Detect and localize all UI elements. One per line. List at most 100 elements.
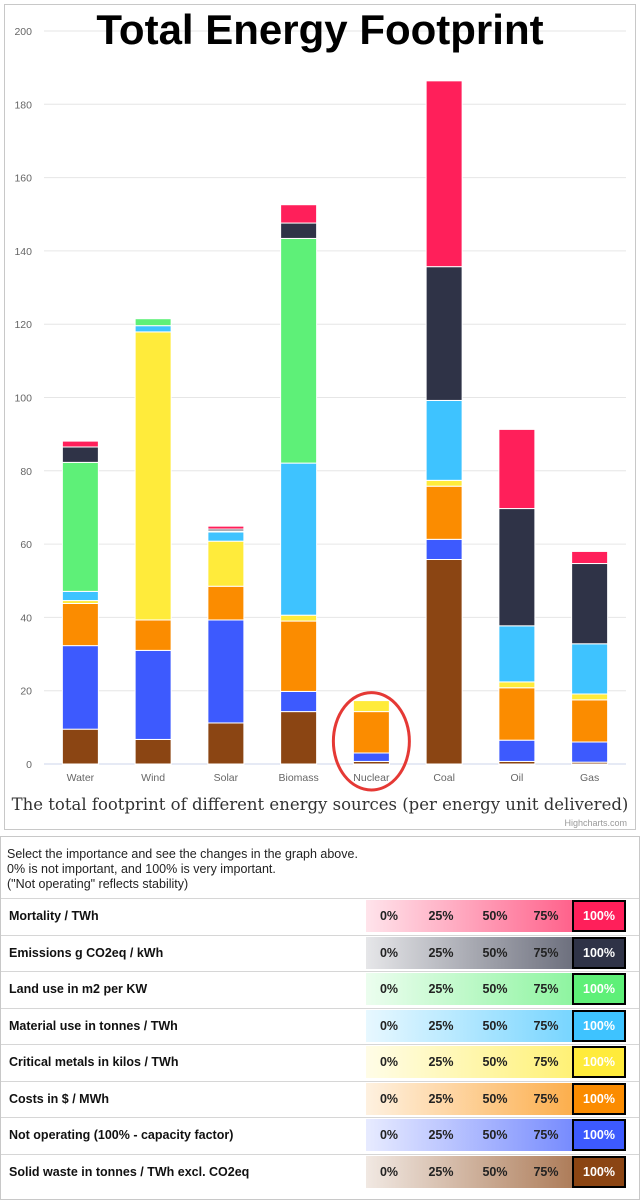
row-divider (1, 934, 639, 936)
importance-option-100pct[interactable]: 100% (572, 1009, 626, 1042)
importance-option-0pct[interactable]: 0% (379, 1128, 399, 1142)
importance-option-50pct[interactable]: 50% (482, 982, 508, 996)
bar-segment-mortality (571, 550, 609, 565)
bar-segment-not_operating (61, 645, 99, 730)
bar-segment-emissions (498, 508, 536, 627)
bar-segment-emissions (571, 563, 609, 645)
importance-option-50pct[interactable]: 50% (482, 909, 508, 923)
importance-option-100pct[interactable]: 100% (572, 1046, 626, 1078)
x-tick-label: Oil (510, 772, 523, 784)
importance-option-25pct[interactable]: 25% (428, 982, 454, 996)
bar-segment-solid_waste (425, 558, 463, 765)
bar-segment-land_use (280, 237, 318, 464)
importance-option-75pct[interactable]: 75% (533, 1128, 559, 1142)
bar-segment-not_operating (571, 741, 609, 763)
importance-option-75pct[interactable]: 75% (533, 982, 559, 996)
importance-option-50pct[interactable]: 50% (482, 1164, 508, 1179)
y-tick-label: 40 (20, 612, 32, 624)
importance-option-100pct[interactable]: 100% (572, 1155, 626, 1188)
x-tick-label: Gas (580, 772, 599, 784)
bar-segment-not_operating (207, 619, 245, 724)
bar-segment-mortality (498, 428, 536, 510)
importance-option-0pct[interactable]: 0% (379, 982, 399, 996)
row-divider (1, 1153, 639, 1155)
importance-option-75pct[interactable]: 75% (533, 909, 559, 923)
bar-segment-costs (207, 585, 245, 621)
importance-option-0pct[interactable]: 0% (379, 1091, 399, 1106)
importance-option-75pct[interactable]: 75% (533, 1164, 559, 1179)
importance-option-25pct[interactable]: 25% (428, 1055, 454, 1069)
y-tick-label: 100 (14, 393, 32, 405)
importance-option-25pct[interactable]: 25% (428, 1091, 454, 1106)
importance-option-100pct[interactable]: 100% (572, 973, 626, 1005)
bar-segment-costs (134, 619, 172, 651)
criterion-label: Mortality / TWh (9, 909, 99, 923)
intro-text: Select the importance and see the change… (7, 847, 358, 861)
row-divider (1, 1007, 639, 1009)
y-tick-label: 60 (20, 539, 32, 551)
bar-segment-costs (61, 602, 99, 647)
bar-segment-critical_metals (498, 681, 536, 689)
importance-option-100pct[interactable]: 100% (572, 936, 626, 969)
importance-option-25pct[interactable]: 25% (428, 1018, 454, 1033)
importance-option-0pct[interactable]: 0% (379, 945, 399, 960)
importance-option-25pct[interactable]: 25% (428, 1128, 454, 1142)
bar-segment-material_use (61, 590, 99, 602)
importance-option-100pct[interactable]: 100% (572, 1082, 626, 1115)
bar-segment-mortality (280, 204, 318, 224)
importance-option-50pct[interactable]: 50% (482, 1128, 508, 1142)
x-tick-label: Wind (141, 772, 165, 784)
bar-segment-critical_metals (352, 700, 390, 713)
importance-option-0pct[interactable]: 0% (379, 1018, 399, 1033)
importance-selector: 0% 25% 50% 75% 100% (366, 1119, 626, 1151)
importance-option-0pct[interactable]: 0% (379, 1055, 399, 1069)
row-divider (1, 1044, 639, 1045)
stacked-bar-chart: 0 20 40 60 80 100 120 140 160 180 200 Water Wind Sola… (12, 26, 629, 828)
importance-option-50pct[interactable]: 50% (482, 1091, 508, 1106)
bar-segment-mortality (207, 525, 245, 530)
bar-segment-material_use (425, 399, 463, 481)
importance-option-75pct[interactable]: 75% (533, 1055, 559, 1069)
importance-controls: Select the importance and see the change… (0, 836, 640, 1200)
bar-segment-mortality (61, 440, 99, 448)
bar-segment-material_use (571, 643, 609, 695)
x-tick-label: Nuclear (353, 772, 390, 784)
importance-option-75pct[interactable]: 75% (533, 945, 559, 960)
importance-selector: 0% 25% 50% 75% 100% (366, 1046, 626, 1078)
bar-segment-solid_waste (280, 711, 318, 765)
page-title: Total Energy Footprint (96, 6, 544, 53)
importance-option-0pct[interactable]: 0% (379, 1164, 399, 1179)
bar-segment-costs (571, 699, 609, 743)
bar-segment-material_use (498, 625, 536, 683)
importance-option-50pct[interactable]: 50% (482, 1055, 508, 1069)
importance-option-100pct[interactable]: 100% (572, 1119, 626, 1151)
importance-option-50pct[interactable]: 50% (482, 1018, 508, 1033)
bar-segment-mortality (425, 80, 463, 268)
bar-segment-costs (352, 711, 390, 754)
importance-option-75pct[interactable]: 75% (533, 1018, 559, 1033)
importance-selector: 0% 25% 50% 75% 100% (366, 1009, 626, 1042)
importance-option-50pct[interactable]: 50% (482, 945, 508, 960)
importance-option-0pct[interactable]: 0% (379, 909, 399, 923)
bar-segment-material_use (207, 531, 245, 542)
x-tick-label: Solar (214, 772, 239, 784)
criterion-label: Costs in $ / MWh (9, 1091, 109, 1106)
importance-option-25pct[interactable]: 25% (428, 1164, 454, 1179)
importance-option-100pct[interactable]: 100% (572, 900, 626, 932)
bar-segment-solid_waste (61, 728, 99, 765)
importance-option-75pct[interactable]: 75% (533, 1091, 559, 1106)
row-divider (1, 971, 639, 972)
x-tick-label: Biomass (278, 772, 318, 784)
importance-option-25pct[interactable]: 25% (428, 945, 454, 960)
bar-segment-not_operating (134, 649, 172, 740)
bar-segment-land_use (61, 461, 99, 592)
bar-segment-critical_metals (280, 614, 318, 622)
criterion-label: Material use in tonnes / TWh (9, 1018, 178, 1033)
importance-option-25pct[interactable]: 25% (428, 909, 454, 923)
bar-segment-costs (280, 620, 318, 692)
y-tick-label: 140 (14, 246, 32, 258)
intro-text: 0% is not important, and 100% is very im… (7, 862, 276, 876)
x-tick-label: Water (67, 772, 95, 784)
criterion-label: Land use in m2 per KW (9, 982, 148, 996)
row-divider (1, 898, 639, 899)
